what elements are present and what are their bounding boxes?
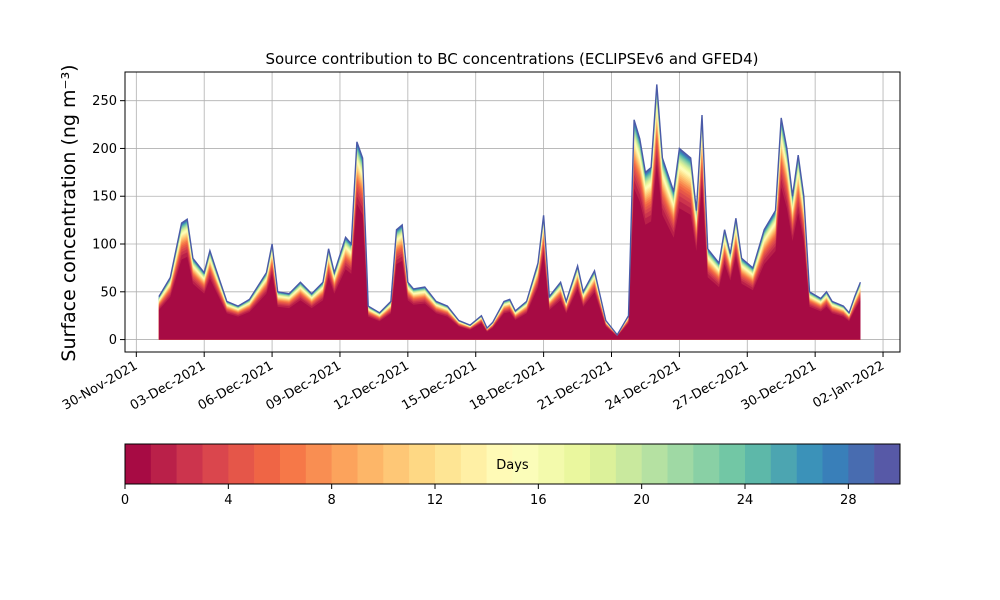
axes-frame [124, 71, 901, 353]
colorbar-segment [590, 444, 617, 484]
colorbar-segment [254, 444, 281, 484]
colorbar-segment [331, 444, 358, 484]
colorbar-segment [822, 444, 849, 484]
colorbar-tick-label: 24 [737, 493, 754, 508]
y-tick-label: 0 [109, 333, 117, 348]
x-tick-label: 27-Dec-2021 [671, 358, 751, 413]
y-tick-label: 100 [92, 238, 117, 253]
stacked-areas [158, 84, 862, 340]
colorbar-segment [228, 444, 255, 484]
area-band-day-0 [158, 164, 861, 340]
colorbar-segment [280, 444, 307, 484]
colorbar-label: Days [496, 458, 529, 473]
colorbar-segment [848, 444, 875, 484]
chart-title: Source contribution to BC concentrations… [265, 50, 758, 68]
y-axis-ticks: 0 50 100 150 200 250 [92, 94, 125, 348]
colorbar-segment [383, 444, 410, 484]
x-tick-label: 21-Dec-2021 [535, 358, 615, 413]
y-tick-label: 250 [92, 94, 117, 109]
colorbar-segment [202, 444, 229, 484]
x-tick-label: 24-Dec-2021 [603, 358, 683, 413]
y-tick-label: 150 [92, 190, 117, 205]
x-tick-label: 18-Dec-2021 [467, 358, 547, 413]
colorbar-frame [124, 443, 901, 485]
colorbar-segment [719, 444, 746, 484]
colorbar-segment [745, 444, 772, 484]
colorbar-tick-label: 0 [121, 493, 129, 508]
colorbar-segment [538, 444, 565, 484]
colorbar-segment [305, 444, 332, 484]
colorbar-segment [770, 444, 797, 484]
colorbar-segment [564, 444, 591, 484]
colorbar-tick-label: 4 [224, 493, 232, 508]
colorbar-segment [486, 444, 513, 484]
colorbar-segment [667, 444, 694, 484]
colorbar-tick-label: 20 [633, 493, 650, 508]
colorbar-tick-label: 16 [530, 493, 547, 508]
colorbar-segment [150, 444, 177, 484]
x-tick-label: 09-Dec-2021 [264, 358, 344, 413]
colorbar: Days 0 4 8 12 16 20 24 28 [121, 443, 901, 508]
colorbar-segment [693, 444, 720, 484]
y-tick-label: 50 [100, 285, 117, 300]
x-tick-label: 03-Dec-2021 [128, 358, 208, 413]
colorbar-tick-label: 8 [328, 493, 336, 508]
colorbar-tick-label: 12 [427, 493, 444, 508]
colorbar-segment [435, 444, 462, 484]
colorbar-segment [176, 444, 203, 484]
plot-frame [124, 71, 901, 353]
y-tick-label: 200 [92, 142, 117, 157]
x-axis-ticks: 30-Nov-202103-Dec-202106-Dec-202109-Dec-… [60, 352, 887, 414]
colorbar-segment [641, 444, 668, 484]
colorbar-segment [460, 444, 487, 484]
x-tick-label: 12-Dec-2021 [331, 358, 411, 413]
colorbar-segment [357, 444, 384, 484]
x-tick-label: 06-Dec-2021 [196, 358, 276, 413]
colorbar-segment [409, 444, 436, 484]
x-tick-label: 30-Dec-2021 [739, 358, 819, 413]
x-tick-label: 30-Nov-2021 [60, 358, 140, 413]
colorbar-segment [125, 444, 152, 484]
colorbar-segment [874, 444, 901, 484]
total-outline [158, 84, 862, 337]
colorbar-tick-label: 28 [840, 493, 857, 508]
y-axis-label: Surface concentration (ng m⁻³) [58, 64, 80, 361]
colorbar-segment [615, 444, 642, 484]
colorbar-segment [796, 444, 823, 484]
x-tick-label: 02-Jan-2022 [810, 358, 887, 411]
colorbar-segment [512, 444, 539, 484]
x-tick-label: 15-Dec-2021 [399, 358, 479, 413]
